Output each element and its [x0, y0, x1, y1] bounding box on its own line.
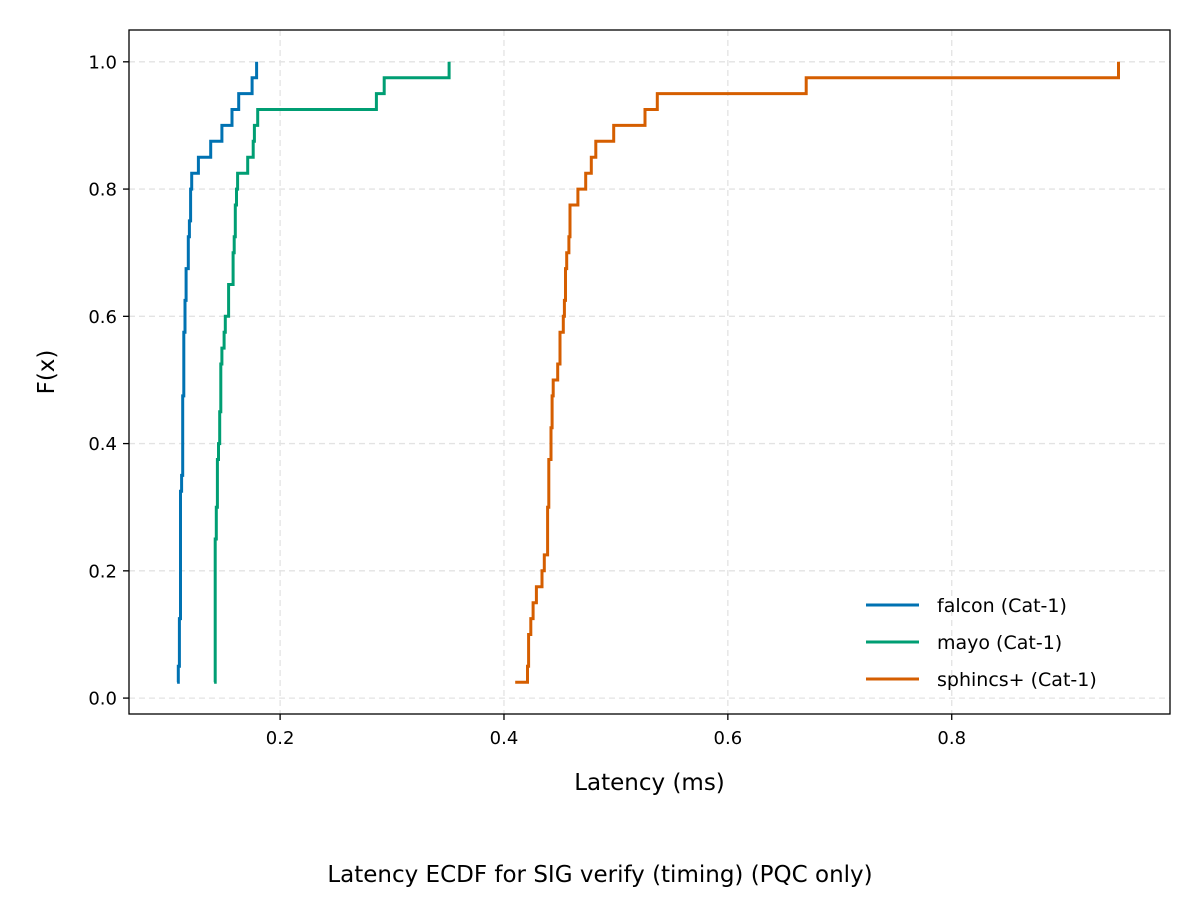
y-tick-label: 0.8: [88, 180, 117, 201]
y-axis-title: F(x): [34, 350, 60, 395]
grid-lines: [129, 30, 1170, 714]
plot-frame: [128, 29, 1171, 715]
x-axis-title: Latency (ms): [574, 770, 725, 796]
x-tick-label: 0.6: [714, 728, 743, 749]
series-layer: [176, 61, 1120, 684]
series-line-1: [213, 61, 451, 684]
legend: falcon (Cat-1) mayo (Cat-1) sphincs+ (Cat-…: [866, 595, 1097, 691]
series-line-0: [176, 61, 259, 684]
y-tick-label: 0.4: [88, 434, 117, 455]
x-tick-label: 0.8: [937, 728, 966, 749]
figure-caption: Latency ECDF for SIG verify (timing) (PQ…: [327, 862, 873, 888]
legend-label: sphincs+ (Cat-1): [937, 669, 1097, 691]
y-tick-label: 0.2: [88, 561, 117, 582]
series-line-2: [515, 61, 1120, 684]
x-tick-label: 0.4: [490, 728, 519, 749]
x-tick-label: 0.2: [266, 728, 295, 749]
legend-label: mayo (Cat-1): [937, 632, 1062, 654]
axis-ticks: 0.2 0.4 0.6 0.8 0.0 0.2 0.4 0.6 0.8 1.0: [88, 52, 966, 749]
y-tick-label: 0.0: [88, 689, 117, 710]
y-tick-label: 1.0: [88, 52, 117, 73]
legend-label: falcon (Cat-1): [937, 595, 1067, 617]
y-tick-label: 0.6: [88, 307, 117, 328]
